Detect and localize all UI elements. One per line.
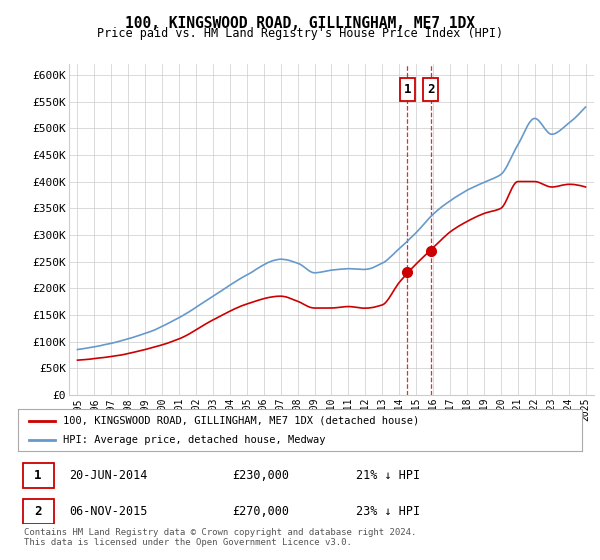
Text: 100, KINGSWOOD ROAD, GILLINGHAM, ME7 1DX (detached house): 100, KINGSWOOD ROAD, GILLINGHAM, ME7 1DX… <box>63 416 419 426</box>
Text: Price paid vs. HM Land Registry's House Price Index (HPI): Price paid vs. HM Land Registry's House … <box>97 27 503 40</box>
Text: 06-NOV-2015: 06-NOV-2015 <box>69 505 147 518</box>
Text: 20-JUN-2014: 20-JUN-2014 <box>69 469 147 482</box>
Text: 100, KINGSWOOD ROAD, GILLINGHAM, ME7 1DX: 100, KINGSWOOD ROAD, GILLINGHAM, ME7 1DX <box>125 16 475 31</box>
FancyBboxPatch shape <box>23 499 53 524</box>
FancyBboxPatch shape <box>400 78 415 101</box>
Text: HPI: Average price, detached house, Medway: HPI: Average price, detached house, Medw… <box>63 435 326 445</box>
Text: 1: 1 <box>34 469 42 482</box>
Text: 2: 2 <box>34 505 42 518</box>
Text: 2: 2 <box>427 83 434 96</box>
Text: 1: 1 <box>403 83 411 96</box>
FancyBboxPatch shape <box>23 463 53 488</box>
Text: 21% ↓ HPI: 21% ↓ HPI <box>356 469 421 482</box>
Text: £270,000: £270,000 <box>232 505 289 518</box>
Text: Contains HM Land Registry data © Crown copyright and database right 2024.
This d: Contains HM Land Registry data © Crown c… <box>24 528 416 547</box>
FancyBboxPatch shape <box>423 78 438 101</box>
Text: 23% ↓ HPI: 23% ↓ HPI <box>356 505 421 518</box>
Text: £230,000: £230,000 <box>232 469 289 482</box>
